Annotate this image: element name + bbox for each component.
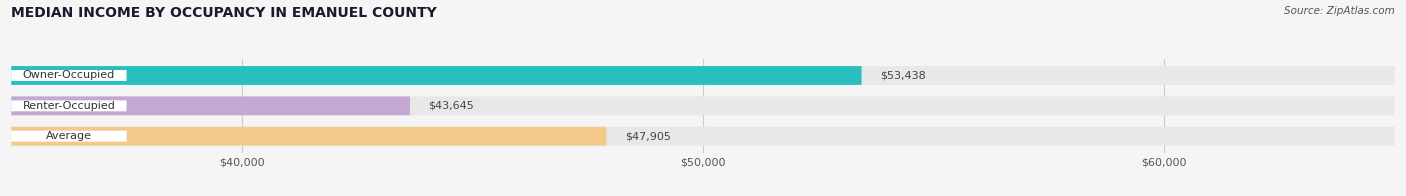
FancyBboxPatch shape	[11, 96, 411, 115]
FancyBboxPatch shape	[11, 70, 127, 81]
FancyBboxPatch shape	[11, 96, 1395, 115]
Text: Owner-Occupied: Owner-Occupied	[22, 71, 115, 81]
Text: $53,438: $53,438	[880, 71, 925, 81]
FancyBboxPatch shape	[11, 66, 1395, 85]
FancyBboxPatch shape	[11, 66, 862, 85]
FancyBboxPatch shape	[11, 127, 606, 146]
Text: Renter-Occupied: Renter-Occupied	[22, 101, 115, 111]
FancyBboxPatch shape	[11, 127, 1395, 146]
Text: Source: ZipAtlas.com: Source: ZipAtlas.com	[1284, 6, 1395, 16]
Text: $43,645: $43,645	[429, 101, 474, 111]
Text: $47,905: $47,905	[624, 131, 671, 141]
Text: MEDIAN INCOME BY OCCUPANCY IN EMANUEL COUNTY: MEDIAN INCOME BY OCCUPANCY IN EMANUEL CO…	[11, 6, 437, 20]
FancyBboxPatch shape	[11, 131, 127, 142]
FancyBboxPatch shape	[11, 100, 127, 111]
Text: Average: Average	[46, 131, 91, 141]
